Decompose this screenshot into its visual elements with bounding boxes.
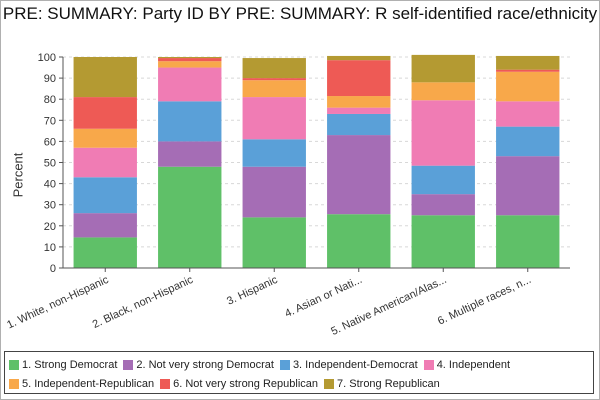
bar-segment xyxy=(327,55,391,61)
bar-segment xyxy=(496,156,560,216)
legend-swatch xyxy=(9,359,19,370)
legend-label: 2. Not very strong Democrat xyxy=(136,358,274,371)
legend-label: 1. Strong Democrat xyxy=(22,358,118,371)
legend-item: 5. Independent-Republican xyxy=(9,375,154,394)
bar-segment xyxy=(411,54,475,83)
bar-segment xyxy=(242,97,306,140)
legend-label: 3. Independent-Democrat xyxy=(292,358,418,371)
legend-label: 6. Not very strong Republican xyxy=(173,378,319,390)
x-tick-label: 3. Hispanic xyxy=(225,274,280,308)
bar-segment xyxy=(73,57,137,98)
bar-segment xyxy=(411,100,475,166)
bar-segment xyxy=(158,166,222,268)
y-tick-label: 0 xyxy=(50,263,56,275)
bar-segment xyxy=(73,213,137,238)
legend-item: 4. Independent xyxy=(423,355,511,374)
y-tick-label: 100 xyxy=(38,52,56,64)
bar-segment xyxy=(411,82,475,101)
bar-segment xyxy=(411,165,475,195)
bar-segment xyxy=(242,217,306,268)
legend-item: 3. Independent-Democrat xyxy=(279,355,418,374)
bar-segment xyxy=(327,214,391,268)
gridlines xyxy=(63,56,570,269)
legend-item: 7. Strong Republican xyxy=(324,375,440,394)
legend-swatch xyxy=(160,379,171,389)
y-tick-label: 40 xyxy=(44,179,56,191)
y-tick-label: 10 xyxy=(44,242,56,254)
legend: 1. Strong Democrat 2. Not very strong Dem… xyxy=(4,351,594,394)
x-tick-label: 6. Multiple races, n... xyxy=(436,274,533,328)
bar-segment xyxy=(327,107,391,114)
bar-segment xyxy=(242,80,306,98)
bar-segment xyxy=(496,69,560,72)
bar-segment xyxy=(327,135,391,215)
legend-swatch xyxy=(324,379,335,389)
bar-segment xyxy=(158,61,222,68)
legend-label: 5. Independent-Republican xyxy=(22,378,155,390)
chart-title: PRE: SUMMARY: Party ID BY PRE: SUMMARY: … xyxy=(2,4,598,23)
bar-segment xyxy=(158,141,222,167)
bar-segment xyxy=(73,147,137,178)
legend-swatch xyxy=(279,359,290,370)
y-tick-label: 80 xyxy=(44,94,56,106)
bar-segment xyxy=(73,97,137,129)
bar-segment xyxy=(496,101,560,127)
legend-item: 6. Not very strong Republican xyxy=(160,375,318,394)
bar-segment xyxy=(496,71,560,102)
bar-segment xyxy=(411,194,475,216)
bar-segment xyxy=(496,126,560,157)
x-tick-label: 4. Asian or Nati... xyxy=(283,274,364,320)
bar-segment xyxy=(73,177,137,214)
bar-segment xyxy=(411,215,475,268)
y-tick-label: 60 xyxy=(44,136,56,148)
bar-segment xyxy=(158,101,222,142)
y-tick-label: 50 xyxy=(44,158,56,170)
bar-segment xyxy=(327,96,391,108)
y-tick-label: 90 xyxy=(44,73,56,85)
legend-label: 4. Independent xyxy=(436,358,511,371)
legend-swatch xyxy=(9,379,19,389)
y-tick-label: 70 xyxy=(44,115,56,127)
y-tick-label: 30 xyxy=(44,200,56,212)
bar-segment xyxy=(242,58,306,79)
bar-segment xyxy=(242,166,306,218)
legend-swatch xyxy=(423,359,434,370)
bar-segment xyxy=(73,237,137,268)
bar-segment xyxy=(327,60,391,97)
legend-item: 2. Not very strong Democrat xyxy=(123,355,274,374)
bar-segment xyxy=(242,78,306,81)
legend-item: 1. Strong Democrat xyxy=(9,355,117,374)
bar-segment xyxy=(158,58,222,62)
bar-segment xyxy=(158,57,222,59)
legend-swatch xyxy=(123,359,134,370)
bar-segment xyxy=(242,139,306,167)
bar-segment xyxy=(496,55,560,70)
legend-label: 7. Strong Republican xyxy=(337,378,440,390)
bar-segment xyxy=(496,215,560,268)
bar-segment xyxy=(158,67,222,102)
bar-segment xyxy=(73,128,137,148)
y-tick-label: 20 xyxy=(44,221,56,233)
bar-segment xyxy=(327,113,391,136)
bars xyxy=(73,54,560,268)
